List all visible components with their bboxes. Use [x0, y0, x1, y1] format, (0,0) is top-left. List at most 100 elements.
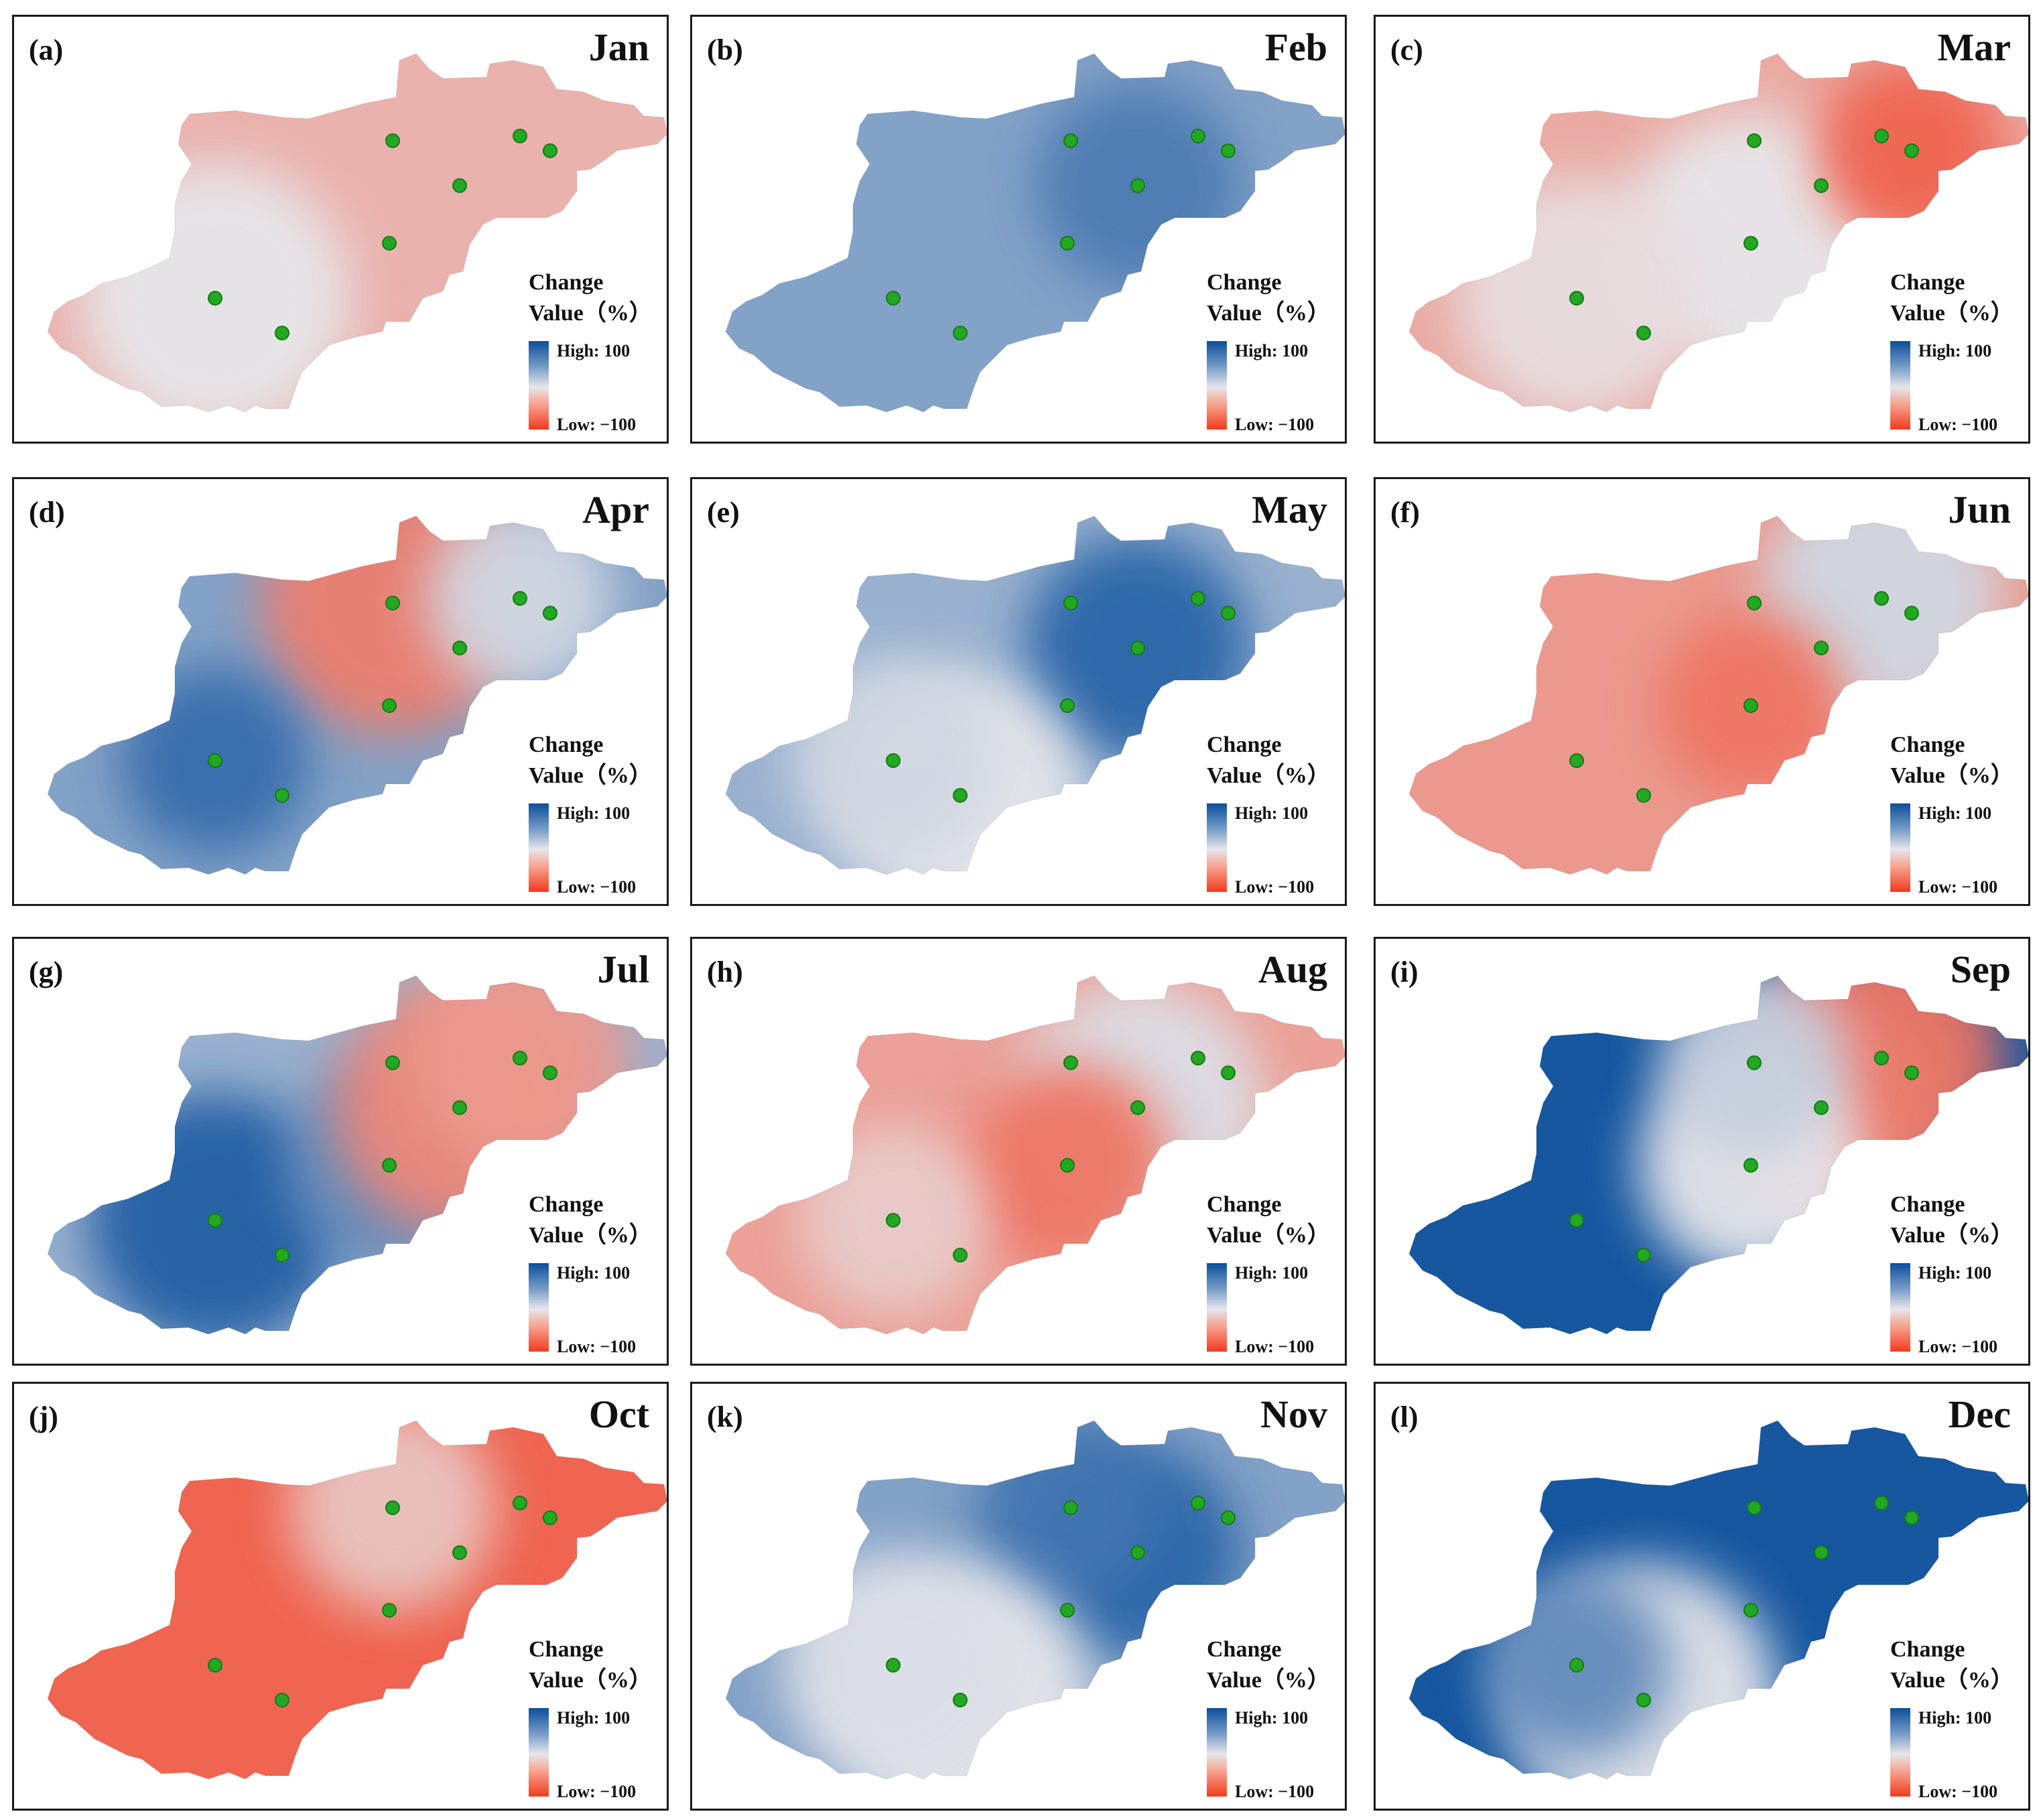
panel-label: (f): [1390, 496, 1420, 529]
panel-label: (i): [1390, 956, 1419, 988]
station-marker: [1814, 1545, 1829, 1560]
station-marker: [208, 291, 222, 306]
month-title: Nov: [1260, 1392, 1327, 1436]
station-marker: [886, 291, 901, 306]
station-marker: [513, 591, 527, 606]
legend-color-ramp: [529, 341, 549, 430]
station-marker: [1221, 143, 1236, 158]
map-panel-jul: (g) Jul Change Value（%） High: 100 Low: −100: [12, 937, 669, 1366]
station-marker: [382, 1158, 397, 1173]
station-marker: [208, 1213, 222, 1228]
legend-color-ramp: [1207, 341, 1227, 430]
panel-label: (b): [707, 34, 743, 66]
station-marker: [543, 1510, 557, 1525]
region-outline: [47, 975, 667, 1335]
station-marker: [452, 1545, 467, 1560]
station-marker: [953, 1248, 968, 1262]
legend-low-label: Low: −100: [557, 415, 637, 434]
month-title: May: [1252, 488, 1327, 531]
legend-title-line1: Change: [529, 1637, 604, 1662]
map-canvas: [1408, 975, 2028, 1335]
legend-title-line1: Change: [1207, 1192, 1282, 1217]
map-panel-jan: (a) Jan Change Value（%） High: 100 Low: −100: [12, 15, 669, 444]
map-panel-mar: (c) Mar Change Value（%） High: 100 Low: −100: [1374, 15, 2030, 444]
station-marker: [385, 596, 400, 610]
station-marker: [543, 143, 557, 158]
station-marker: [1904, 143, 1919, 158]
station-marker: [208, 1658, 222, 1673]
legend-color-ramp: [1890, 803, 1910, 892]
legend-title-line1: Change: [1890, 1637, 1965, 1662]
map-canvas: [725, 1420, 1345, 1780]
region-outline: [725, 515, 1345, 875]
map-canvas: [725, 53, 1345, 413]
station-marker: [1221, 1510, 1236, 1525]
legend-low-label: Low: −100: [1918, 1337, 1998, 1356]
station-marker: [275, 326, 289, 340]
legend-title-line1: Change: [529, 732, 604, 757]
region-outline: [47, 1420, 667, 1780]
legend-low-label: Low: −100: [1918, 1782, 1998, 1801]
station-marker: [1130, 1545, 1145, 1560]
map-canvas: [1408, 515, 2028, 875]
legend-title-line2: Value（%）: [529, 301, 652, 326]
region-outline: [1408, 515, 2028, 875]
legend-low-label: Low: −100: [1918, 415, 1998, 434]
legend-title: Change Value（%）: [1890, 1634, 2024, 1696]
station-marker: [1130, 1100, 1145, 1115]
month-title: Sep: [1950, 948, 2011, 991]
station-marker: [1747, 1500, 1762, 1515]
legend-title-line1: Change: [1207, 1637, 1282, 1662]
map-panel-oct: (j) Oct Change Value（%） High: 100 Low: −100: [12, 1382, 669, 1811]
map-canvas: [725, 515, 1345, 875]
legend-high-label: High: 100: [1918, 1708, 1992, 1728]
legend-title-line2: Value（%）: [529, 1223, 652, 1248]
station-marker: [1904, 606, 1919, 621]
map-canvas: [47, 1420, 667, 1780]
station-marker: [452, 1100, 467, 1115]
month-title: Jan: [588, 25, 649, 69]
month-title: Oct: [588, 1392, 649, 1436]
station-marker: [385, 1500, 400, 1515]
legend-title: Change Value（%）: [529, 267, 663, 329]
month-title: Jun: [1948, 488, 2011, 531]
month-title: Jul: [597, 948, 649, 991]
legend-low-label: Low: −100: [557, 1337, 637, 1356]
legend-title: Change Value（%）: [1207, 730, 1341, 791]
legend-color-ramp: [1890, 341, 1910, 430]
station-marker: [1636, 788, 1651, 803]
station-marker: [275, 788, 289, 803]
region-outline: [725, 975, 1345, 1335]
station-marker: [953, 788, 968, 803]
station-marker: [1063, 133, 1078, 148]
station-marker: [1130, 178, 1145, 193]
station-marker: [953, 1693, 968, 1707]
station-marker: [513, 1496, 527, 1510]
legend-color-ramp: [1890, 1263, 1910, 1352]
panel-label: (j): [29, 1401, 58, 1433]
legend-high-label: High: 100: [557, 1263, 631, 1283]
station-marker: [1874, 129, 1889, 143]
legend-title: Change Value（%）: [1207, 1634, 1341, 1696]
station-marker: [1743, 236, 1758, 251]
legend-high-label: High: 100: [557, 341, 631, 361]
station-marker: [1060, 698, 1075, 713]
legend-high-label: High: 100: [1918, 1263, 1992, 1283]
station-marker: [1569, 1658, 1584, 1673]
legend-title: Change Value（%）: [529, 1634, 663, 1696]
station-marker: [1569, 291, 1584, 306]
region-outline: [725, 1420, 1345, 1780]
legend-title-line2: Value（%）: [1890, 1668, 2014, 1693]
station-marker: [452, 641, 467, 655]
station-marker: [513, 1051, 527, 1065]
legend-high-label: High: 100: [1235, 803, 1309, 823]
station-marker: [543, 1065, 557, 1080]
legend-title-line1: Change: [529, 270, 604, 295]
legend-color-ramp: [1890, 1708, 1910, 1797]
legend-high-label: High: 100: [1235, 341, 1309, 361]
station-marker: [1569, 1213, 1584, 1228]
region-outline: [1408, 1420, 2028, 1780]
station-marker: [513, 129, 527, 143]
station-marker: [1191, 1051, 1205, 1065]
station-marker: [1191, 129, 1205, 143]
